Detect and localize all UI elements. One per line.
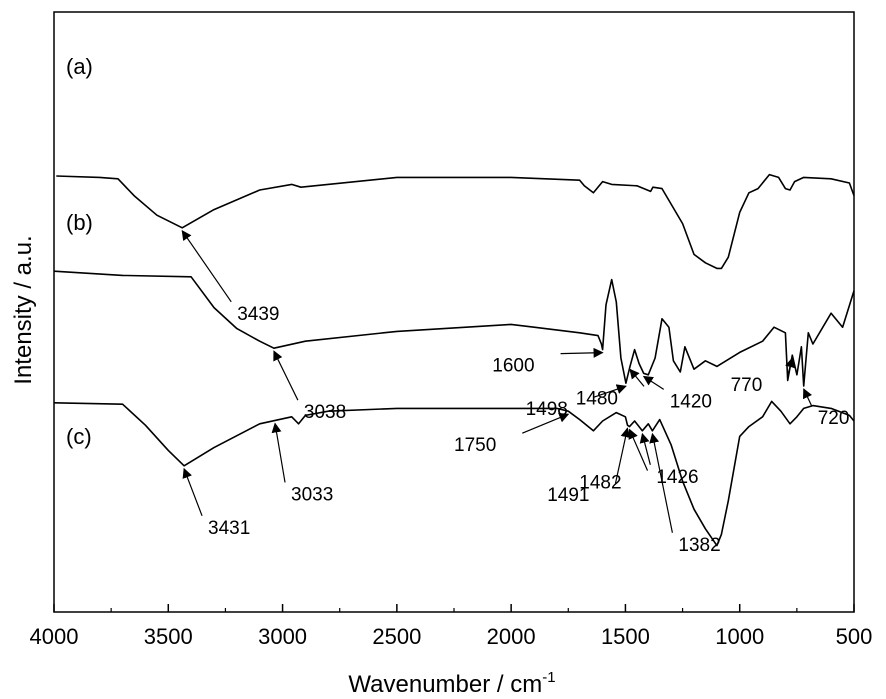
annotation-arrow bbox=[593, 384, 627, 398]
annotation-label: 3033 bbox=[291, 484, 333, 505]
series-layer bbox=[53, 173, 855, 547]
panel-labels: (a) (b) (c) bbox=[66, 54, 93, 449]
annotation-arrow bbox=[273, 350, 299, 401]
annotation-label: 1480 bbox=[576, 388, 618, 409]
x-axis-title: Wavenumber / cm-1 bbox=[348, 669, 555, 698]
annotations: 3439 3038 1600 1498 1480 1420 770 720 3431 3033 17… bbox=[181, 229, 850, 556]
annotation-arrow bbox=[271, 422, 286, 483]
x-axis-title-sup: -1 bbox=[542, 669, 555, 686]
annotation-label: 1600 bbox=[492, 356, 534, 377]
series-line-1 bbox=[56, 173, 855, 270]
annotation-arrow bbox=[614, 427, 631, 484]
panel-label: (c) bbox=[66, 424, 92, 449]
annotation-label: 770 bbox=[731, 375, 763, 396]
annotation-arrow bbox=[181, 229, 232, 303]
annotation-label: 1491 bbox=[547, 485, 589, 506]
x-tick-label: 4000 bbox=[30, 624, 79, 649]
annotation-arrow bbox=[522, 413, 570, 434]
annotation-arrow bbox=[785, 357, 795, 374]
annotation-label: 3431 bbox=[208, 518, 250, 539]
annotation-arrow bbox=[649, 432, 673, 533]
annotation-label: 1498 bbox=[526, 399, 568, 420]
annotation-arrow bbox=[629, 368, 645, 387]
x-tick-label: 2500 bbox=[372, 624, 421, 649]
x-tick-label: 1000 bbox=[715, 624, 764, 649]
x-tick-label: 3500 bbox=[144, 624, 193, 649]
y-axis-title: Intensity / a.u. bbox=[10, 235, 37, 384]
annotation-arrow bbox=[642, 375, 665, 390]
panel-label: (b) bbox=[66, 210, 93, 235]
annotation-arrow bbox=[182, 467, 203, 517]
annotation-arrow bbox=[628, 428, 649, 471]
annotation-label: 1420 bbox=[670, 391, 712, 412]
x-axis-ticks: 4000 3500 3000 2500 2000 1500 1000 500 bbox=[30, 604, 873, 649]
annotation-label: 1382 bbox=[678, 535, 720, 556]
annotation-label: 3439 bbox=[237, 304, 279, 325]
x-tick-label: 3000 bbox=[258, 624, 307, 649]
annotation-label: 3038 bbox=[304, 402, 346, 423]
plot-frame bbox=[53, 11, 855, 613]
annotation-label: 720 bbox=[818, 408, 850, 429]
annotation-label: 1426 bbox=[656, 467, 698, 488]
x-tick-label: 2000 bbox=[487, 624, 536, 649]
series-line-3 bbox=[53, 400, 855, 547]
annotation-label: 1750 bbox=[454, 435, 496, 456]
annotation-arrow bbox=[560, 347, 604, 358]
x-tick-label: 1500 bbox=[601, 624, 650, 649]
panel-label: (a) bbox=[66, 54, 93, 79]
x-tick-label: 500 bbox=[836, 624, 873, 649]
annotation-arrow bbox=[639, 432, 651, 465]
series-line-2 bbox=[53, 270, 855, 387]
annotation-arrow bbox=[803, 388, 813, 407]
annotation-label: 1482 bbox=[579, 473, 621, 494]
